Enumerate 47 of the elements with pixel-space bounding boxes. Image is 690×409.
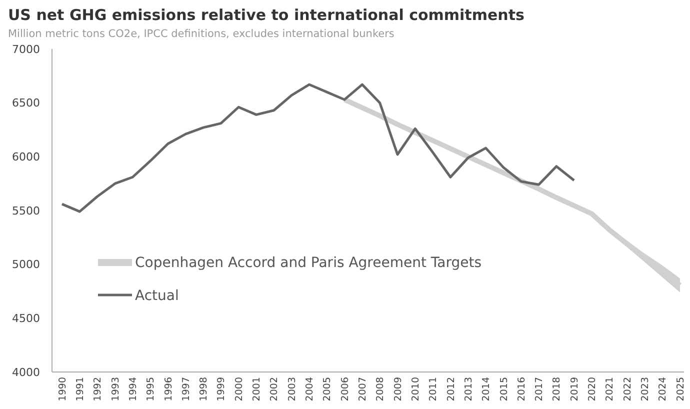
- x-tick-label: 2021: [604, 377, 616, 402]
- x-tick-label: 2005: [322, 377, 334, 402]
- x-tick-label: 2020: [587, 377, 598, 402]
- x-tick-label: 2004: [304, 377, 316, 402]
- x-tick-label: 1999: [216, 377, 228, 402]
- x-tick-label: 2013: [463, 377, 474, 402]
- x-tick-label: 2016: [516, 377, 528, 402]
- x-tick-label: 2000: [234, 377, 245, 402]
- x-tick-label: 1992: [92, 377, 104, 402]
- x-tick-label: 2011: [428, 377, 440, 402]
- x-tick-label: 2014: [481, 377, 492, 402]
- x-tick-label: 1995: [146, 377, 157, 402]
- x-tick-label: 1993: [110, 377, 122, 402]
- x-tick-label: 2001: [252, 377, 263, 402]
- y-tick-label: 5000: [12, 258, 40, 272]
- x-tick-label: 2017: [534, 377, 546, 402]
- y-tick-label: 4000: [12, 366, 40, 379]
- x-tick-label: 1997: [180, 377, 192, 402]
- x-tick-label: 2008: [375, 377, 386, 402]
- x-tick-label: 2023: [640, 377, 652, 402]
- chart-subtitle: Million metric tons CO2e, IPCC definitions, excludes international bunkers: [8, 28, 394, 40]
- y-tick-label: 7000: [12, 42, 40, 56]
- legend-label: Copenhagen Accord and Paris Agreement Targets: [135, 254, 482, 271]
- legend-label: Actual: [135, 288, 179, 304]
- x-tick-label: 2012: [446, 377, 457, 402]
- x-tick-label: 1991: [74, 377, 86, 402]
- x-tick-label: 2015: [498, 377, 510, 402]
- x-tick-label: 2022: [622, 377, 634, 402]
- x-tick-label: 2010: [410, 377, 422, 402]
- y-tick-label: 4500: [12, 312, 40, 326]
- x-tick-label: 1998: [198, 377, 210, 402]
- x-tick-label: 2024: [658, 377, 669, 402]
- x-tick-label: 2018: [552, 377, 563, 402]
- x-tick-label: 2002: [269, 377, 280, 402]
- x-tick-label: 2006: [340, 377, 351, 402]
- x-tick-label: 2025: [675, 377, 686, 402]
- x-tick-label: 1990: [57, 377, 68, 402]
- x-tick-label: 2003: [286, 377, 298, 402]
- y-tick-label: 6000: [12, 150, 40, 164]
- x-tick-label: 2007: [357, 377, 368, 402]
- x-tick-label: 1994: [128, 377, 139, 402]
- y-tick-label: 6500: [12, 96, 40, 110]
- y-tick-label: 5500: [12, 204, 40, 218]
- chart-title: US net GHG emissions relative to international commitments: [8, 6, 525, 24]
- x-tick-label: 2009: [392, 377, 404, 402]
- x-tick-label: 1996: [163, 377, 174, 402]
- x-tick-label: 2019: [569, 377, 580, 402]
